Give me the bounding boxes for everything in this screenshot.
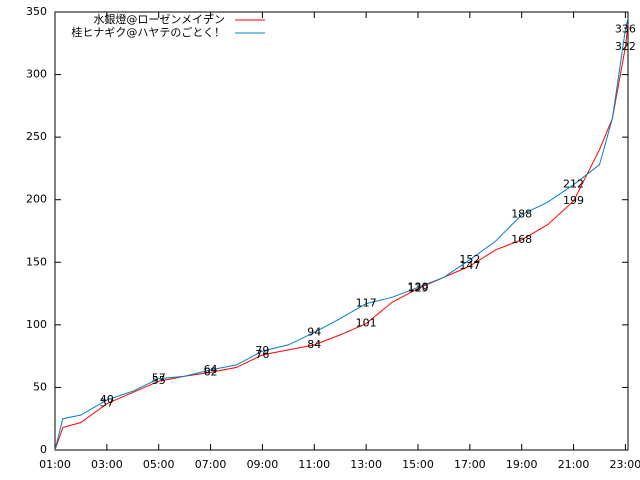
y-tick-label: 200 [26, 193, 47, 206]
y-tick-label: 150 [26, 255, 47, 268]
x-tick-label: 07:00 [195, 458, 227, 471]
x-tick-label: 23:00 [610, 458, 640, 471]
y-tick-label: 100 [26, 318, 47, 331]
legend-label: 水銀燈@ローゼンメイデン [93, 12, 225, 26]
x-tick-label: 01:00 [39, 458, 71, 471]
data-label: 55 [152, 374, 166, 387]
data-label: 57 [152, 372, 166, 385]
data-label: 40 [100, 393, 114, 406]
data-label: 79 [255, 344, 269, 357]
y-tick-label: 350 [26, 5, 47, 18]
data-label: 101 [356, 317, 377, 330]
series-line [54, 18, 629, 451]
series-line [54, 24, 629, 451]
data-label: 94 [307, 325, 321, 338]
data-label: 84 [307, 338, 321, 351]
data-label: 212 [563, 178, 584, 191]
data-label: 188 [511, 208, 532, 221]
data-label: 199 [563, 194, 584, 207]
x-tick-label: 13:00 [350, 458, 382, 471]
x-tick-label: 11:00 [298, 458, 330, 471]
data-label: 76 [255, 348, 269, 361]
x-tick-label: 15:00 [402, 458, 434, 471]
plot-frame [54, 11, 629, 451]
x-tick-label: 05:00 [143, 458, 175, 471]
y-tick-label: 50 [33, 380, 47, 393]
x-tick-label: 09:00 [247, 458, 279, 471]
data-label: 117 [356, 297, 377, 310]
x-tick-label: 21:00 [558, 458, 590, 471]
x-tick-label: 03:00 [91, 458, 123, 471]
data-label: 322 [615, 40, 636, 53]
data-label: 62 [204, 365, 218, 378]
data-label: 64 [204, 363, 218, 376]
y-tick-label: 0 [40, 443, 47, 456]
data-label: 152 [459, 253, 480, 266]
data-label: 130 [407, 280, 428, 293]
data-label: 336 [615, 23, 636, 36]
data-label: 37 [100, 397, 114, 410]
data-label: 168 [511, 233, 532, 246]
legend-label: 桂ヒナギク@ハヤテのごとく！ [71, 25, 225, 39]
data-label: 147 [459, 259, 480, 272]
x-tick-label: 17:00 [454, 458, 486, 471]
y-tick-label: 250 [26, 130, 47, 143]
x-tick-label: 19:00 [506, 458, 538, 471]
y-tick-label: 300 [26, 68, 47, 81]
